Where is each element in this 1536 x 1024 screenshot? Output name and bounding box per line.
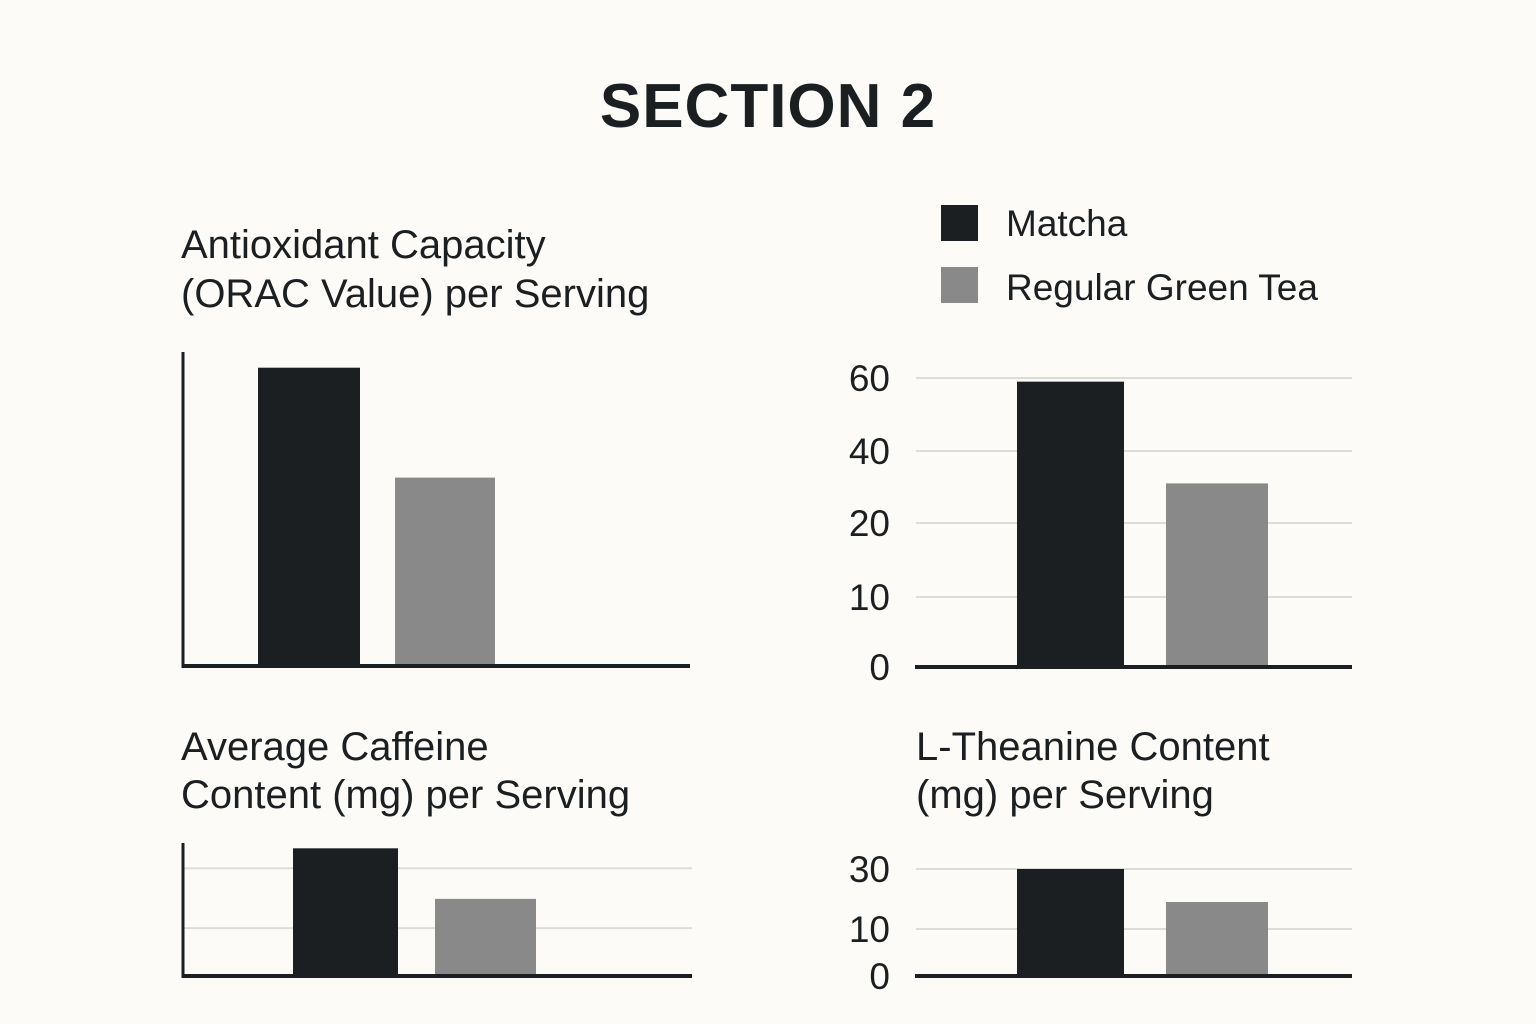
- chart-epigallocatechin: 0 10 20 40 60: [849, 358, 1352, 688]
- chart-caffeine-title-line2: Content (mg) per Serving: [181, 773, 630, 817]
- bar-regular-green-tea: [1166, 902, 1268, 976]
- y-tick-label: 40: [849, 431, 890, 472]
- chart-orac-title-line1: Antioxidant Capacity: [181, 223, 546, 267]
- y-tick-label: 20: [849, 503, 890, 544]
- y-tick-label: 10: [849, 909, 890, 950]
- chart-theanine-title-line1: L-Theanine Content: [916, 725, 1270, 769]
- bar-regular-green-tea: [435, 898, 536, 976]
- chart-orac: [181, 352, 690, 668]
- legend-label-matcha: Matcha: [1006, 203, 1128, 244]
- bar-matcha: [293, 848, 398, 976]
- chart-theanine-title-line2: (mg) per Serving: [916, 773, 1214, 817]
- y-tick-label: 60: [849, 358, 890, 399]
- y-tick-label: 10: [849, 577, 890, 618]
- chart-caffeine-title-line1: Average Caffeine: [181, 725, 489, 769]
- legend: Matcha Regular Green Tea: [941, 203, 1318, 308]
- legend-swatch-matcha: [941, 205, 978, 241]
- bar-matcha: [1017, 869, 1124, 976]
- y-tick-label: 0: [869, 956, 890, 997]
- chart-caffeine: [181, 843, 692, 978]
- bar-regular-green-tea: [395, 477, 495, 666]
- section-title: SECTION 2: [600, 72, 936, 141]
- chart-theanine: 0 10 30: [849, 849, 1352, 997]
- bar-regular-green-tea: [1166, 483, 1268, 667]
- bar-matcha: [1017, 381, 1124, 667]
- y-tick-label: 30: [849, 849, 890, 890]
- y-tick-label: 0: [869, 647, 890, 688]
- legend-label-green-tea: Regular Green Tea: [1006, 267, 1318, 308]
- bar-matcha: [258, 367, 360, 666]
- chart-orac-title-line2: (ORAC Value) per Serving: [181, 272, 649, 316]
- legend-swatch-green-tea: [941, 267, 978, 303]
